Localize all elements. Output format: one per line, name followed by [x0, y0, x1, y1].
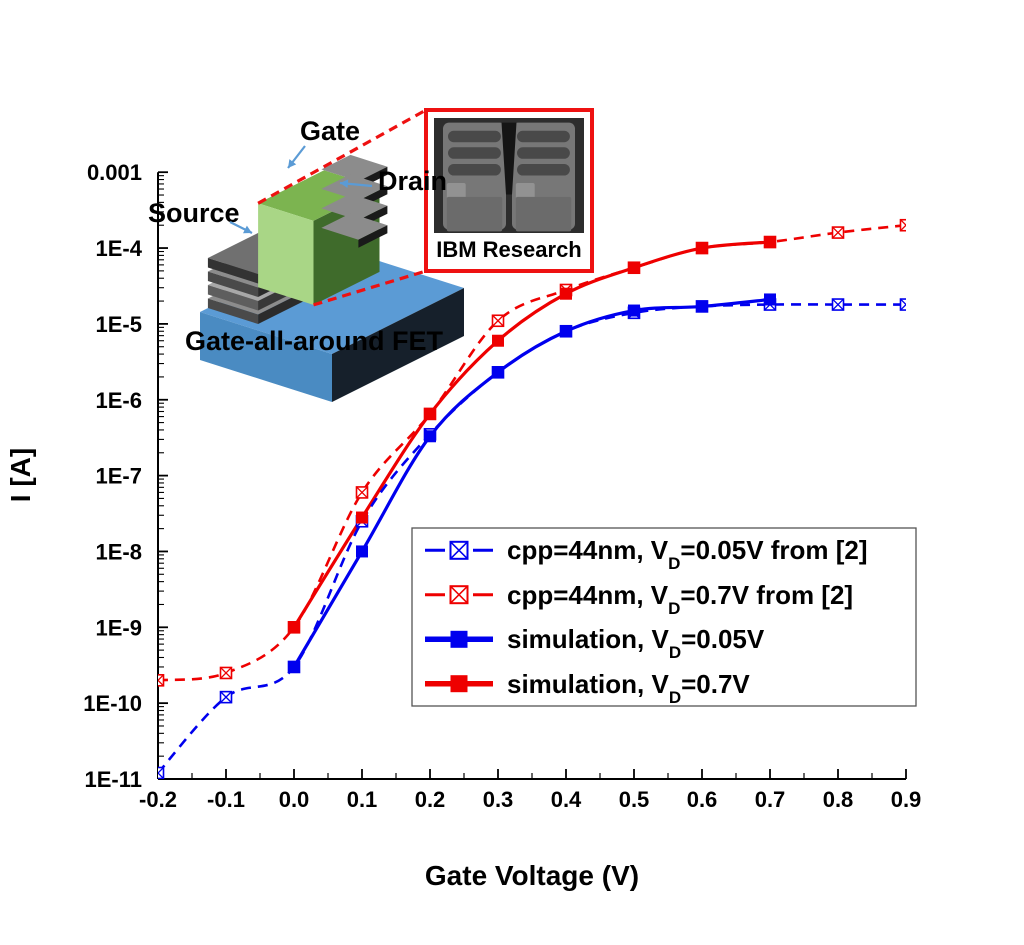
- svg-text:-0.2: -0.2: [139, 787, 177, 812]
- svg-text:Gate Voltage (V): Gate Voltage (V): [425, 860, 639, 891]
- svg-text:0.3: 0.3: [483, 787, 514, 812]
- svg-text:Gate-all-around FET: Gate-all-around FET: [185, 326, 444, 356]
- svg-text:IBM Research: IBM Research: [436, 237, 582, 262]
- svg-text:0.2: 0.2: [415, 787, 446, 812]
- svg-text:I [A]: I [A]: [5, 448, 36, 502]
- svg-text:0.7: 0.7: [755, 787, 786, 812]
- svg-text:0.9: 0.9: [891, 787, 922, 812]
- svg-text:1E-7: 1E-7: [96, 464, 142, 489]
- svg-text:Source: Source: [148, 198, 240, 228]
- svg-text:1E-9: 1E-9: [96, 615, 142, 640]
- svg-text:0.8: 0.8: [823, 787, 854, 812]
- svg-text:Drain: Drain: [378, 166, 447, 196]
- svg-text:0.5: 0.5: [619, 787, 650, 812]
- svg-text:0.6: 0.6: [687, 787, 718, 812]
- svg-text:1E-10: 1E-10: [83, 691, 142, 716]
- svg-text:0.4: 0.4: [551, 787, 582, 812]
- svg-text:-0.1: -0.1: [207, 787, 245, 812]
- svg-text:0.1: 0.1: [347, 787, 378, 812]
- svg-text:1E-6: 1E-6: [96, 388, 142, 413]
- svg-text:1E-5: 1E-5: [96, 312, 142, 337]
- svg-text:1E-4: 1E-4: [96, 236, 143, 261]
- svg-text:Gate: Gate: [300, 116, 360, 146]
- svg-text:1E-8: 1E-8: [96, 539, 142, 564]
- svg-text:1E-11: 1E-11: [85, 767, 143, 792]
- svg-text:0.001: 0.001: [87, 160, 142, 185]
- svg-text:0.0: 0.0: [279, 787, 310, 812]
